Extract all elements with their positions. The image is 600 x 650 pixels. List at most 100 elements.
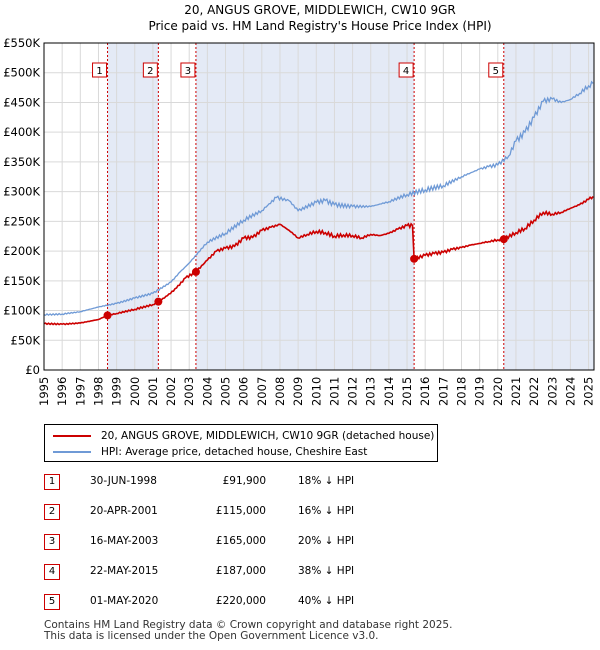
- x-tick-label: 2001: [146, 377, 160, 406]
- sale-price: £115,000: [215, 505, 266, 517]
- x-tick-label: 2016: [418, 377, 432, 406]
- sale-row: 1 30-JUN-1998 £91,900 18% ↓ HPI: [44, 474, 444, 492]
- sale-price: £220,000: [215, 595, 266, 607]
- footer-licence: This data is licensed under the Open Gov…: [44, 630, 379, 642]
- sale-point: [103, 311, 112, 320]
- footer: Contains HM Land Registry data © Crown c…: [44, 620, 452, 642]
- x-tick-label: 2020: [491, 377, 505, 406]
- x-tick-label: 2023: [545, 377, 559, 406]
- sale-price: £187,000: [215, 565, 266, 577]
- sale-hpi-diff: 18% ↓ HPI: [298, 475, 355, 487]
- sale-point: [154, 297, 163, 306]
- sale-marker-box: [398, 62, 414, 78]
- plot-frame: [43, 42, 595, 371]
- x-tick-label: 2004: [200, 377, 214, 406]
- y-tick-label: £500K: [3, 66, 40, 80]
- sale-row: 4 22-MAY-2015 £187,000 38% ↓ HPI: [44, 564, 444, 582]
- x-tick-label: 1999: [110, 377, 124, 406]
- sale-marker-box: [180, 62, 196, 78]
- sale-hpi-diff: 40% ↓ HPI: [298, 595, 355, 607]
- x-tick-label: 2000: [128, 377, 142, 406]
- sale-marker-label: 1: [96, 66, 102, 77]
- x-tick-label: 2018: [454, 377, 468, 406]
- legend: 20, ANGUS GROVE, MIDDLEWICH, CW10 9GR (d…: [44, 424, 438, 462]
- x-tick-label: 2007: [255, 377, 269, 406]
- y-tick-label: £150K: [3, 274, 40, 288]
- sale-number: 4: [44, 564, 60, 580]
- x-tick-label: 2009: [291, 377, 305, 406]
- x-tick-label: 2017: [436, 377, 450, 406]
- y-tick-label: £0: [25, 363, 40, 377]
- x-tick-label: 2014: [382, 377, 396, 406]
- x-tick-label: 2008: [273, 377, 287, 406]
- x-tick-label: 2005: [219, 377, 233, 406]
- sale-number: 3: [44, 534, 60, 550]
- x-tick-label: 2013: [364, 377, 378, 406]
- sale-number: 5: [44, 594, 60, 610]
- x-tick-label: 2019: [473, 377, 487, 406]
- sale-marker-box: [488, 62, 504, 78]
- price-chart: 20, ANGUS GROVE, MIDDLEWICH, CW10 9GR Pr…: [3, 3, 596, 406]
- x-tick-label: 2006: [237, 377, 251, 406]
- sale-marker-label: 5: [493, 66, 499, 77]
- y-tick-label: £100K: [3, 304, 40, 318]
- sale-point: [410, 254, 419, 263]
- sale-date: 16-MAY-2003: [90, 535, 159, 547]
- sale-marker-label: 4: [403, 66, 409, 77]
- sale-hpi-diff: 38% ↓ HPI: [298, 565, 355, 577]
- legend-swatch-hpi: [53, 451, 91, 453]
- sale-hpi-diff: 20% ↓ HPI: [298, 535, 355, 547]
- sale-number: 2: [44, 504, 60, 520]
- legend-item-property: 20, ANGUS GROVE, MIDDLEWICH, CW10 9GR (d…: [53, 429, 434, 443]
- y-tick-label: £400K: [3, 125, 40, 139]
- x-tick-label: 2021: [509, 377, 523, 406]
- x-tick-label: 2003: [182, 377, 196, 406]
- sale-row: 5 01-MAY-2020 £220,000 40% ↓ HPI: [44, 594, 444, 612]
- x-tick-label: 2011: [327, 377, 341, 406]
- chart-title: 20, ANGUS GROVE, MIDDLEWICH, CW10 9GR: [184, 3, 456, 17]
- chart-subtitle: Price paid vs. HM Land Registry's House …: [148, 19, 491, 33]
- x-tick-label: 1997: [73, 377, 87, 406]
- sale-marker-label: 2: [147, 66, 153, 77]
- x-tick-label: 2015: [400, 377, 414, 406]
- y-tick-label: £550K: [3, 36, 40, 50]
- x-tick-label: 2012: [346, 377, 360, 406]
- y-tick-label: £50K: [11, 333, 41, 347]
- y-tick-label: £350K: [3, 155, 40, 169]
- shaded-period: [503, 43, 594, 370]
- sale-row: 2 20-APR-2001 £115,000 16% ↓ HPI: [44, 504, 444, 522]
- sale-point: [191, 267, 200, 276]
- shaded-period: [107, 43, 159, 370]
- sale-number: 1: [44, 474, 60, 490]
- x-tick-label: 1998: [91, 377, 105, 406]
- y-tick-label: £300K: [3, 185, 40, 199]
- legend-label-hpi: HPI: Average price, detached house, Ches…: [101, 446, 368, 458]
- y-tick-label: £200K: [3, 244, 40, 258]
- x-tick-label: 2010: [309, 377, 323, 406]
- x-tick-label: 2024: [563, 377, 577, 406]
- x-tick-label: 2022: [527, 377, 541, 406]
- sale-marker-label: 3: [185, 66, 191, 77]
- sale-price: £91,900: [222, 475, 266, 487]
- footer-copyright: Contains HM Land Registry data © Crown c…: [44, 619, 453, 631]
- sale-hpi-diff: 16% ↓ HPI: [298, 505, 355, 517]
- sale-row: 3 16-MAY-2003 £165,000 20% ↓ HPI: [44, 534, 444, 552]
- hpi-line: [43, 80, 594, 317]
- sale-marker-box: [142, 62, 158, 78]
- sale-date: 20-APR-2001: [90, 505, 158, 517]
- legend-swatch-property: [53, 435, 91, 437]
- sale-date: 01-MAY-2020: [90, 595, 159, 607]
- sale-marker-box: [92, 62, 108, 78]
- sale-point: [499, 235, 508, 244]
- x-tick-label: 2002: [164, 377, 178, 406]
- legend-label-property: 20, ANGUS GROVE, MIDDLEWICH, CW10 9GR (d…: [101, 430, 435, 442]
- x-tick-label: 1995: [37, 377, 51, 406]
- sale-date: 30-JUN-1998: [90, 475, 157, 487]
- sale-date: 22-MAY-2015: [90, 565, 159, 577]
- sale-price: £165,000: [215, 535, 266, 547]
- legend-item-hpi: HPI: Average price, detached house, Ches…: [53, 445, 367, 459]
- y-tick-label: £250K: [3, 214, 40, 228]
- x-tick-label: 1996: [55, 377, 69, 406]
- x-tick-label: 2025: [582, 377, 596, 406]
- y-tick-label: £450K: [3, 95, 40, 109]
